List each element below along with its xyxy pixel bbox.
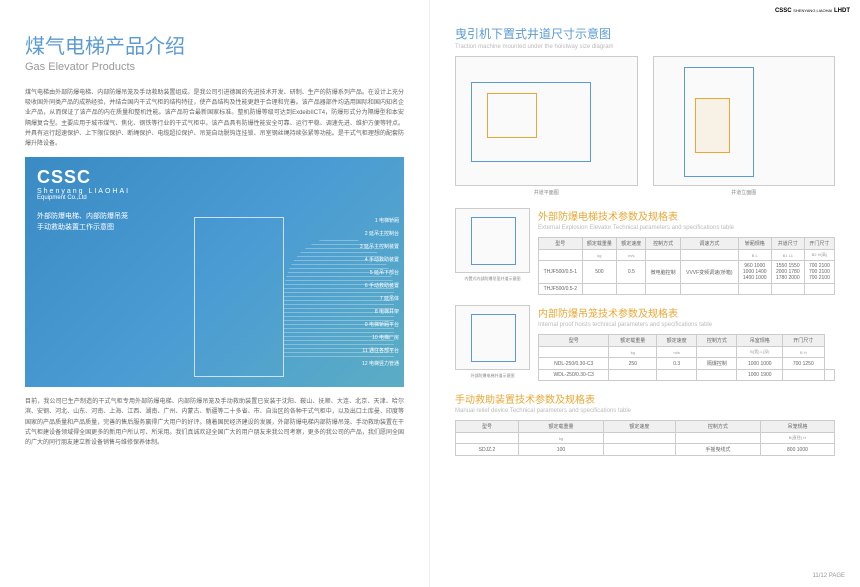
intro-paragraph-2: 目前，我公司已生产制造的干式气柜专用外部防爆电梯、内部防爆吊笼及手动救助装置已安… xyxy=(25,397,404,448)
section2: 内置式内部防爆吊笼井道示意图 外部防爆电梯技术参数及规格表 External E… xyxy=(455,208,835,295)
hero-subtitle: 外部防爆电梯、内部防爆吊笼 手动救助装置工作示意图 xyxy=(37,212,128,233)
brand-header: CSSC SHENYANG LIAOHAI LHDT xyxy=(775,8,850,14)
section2-title-cn: 外部防爆电梯技术参数及规格表 xyxy=(538,208,835,223)
hero-logo: CSSC Shenyang LIAOHAI Equipment Co.,Ltd xyxy=(37,167,130,201)
section4: 手动救助装置技术参数及规格表 Manual relief device Tech… xyxy=(455,391,835,456)
left-page: 煤气电梯产品介绍 Gas Elevator Products 煤气电梯由外部防爆… xyxy=(0,0,430,587)
section4-table: 型号额定载重量额定速度控制方式吊笼规格kgB(直径) HSDJZ.2100手摇曳… xyxy=(455,420,835,456)
section1-title-cn: 曳引机下置式井道尺寸示意图 xyxy=(455,25,835,42)
shaft-elevation-diagram xyxy=(653,56,836,186)
section3-title-en: Internal proof hoists technical paramete… xyxy=(538,322,835,328)
hero-illustration: CSSC Shenyang LIAOHAI Equipment Co.,Ltd … xyxy=(25,157,404,387)
section2-diagram xyxy=(455,208,530,273)
page-title-en: Gas Elevator Products xyxy=(25,61,404,73)
section3-diagram xyxy=(455,305,530,370)
section4-title-cn: 手动救助装置技术参数及规格表 xyxy=(455,391,835,406)
section4-title-en: Manual relief device Technical parameter… xyxy=(455,408,835,414)
intro-paragraph-1: 煤气电梯由外部防爆电梯、内部防爆吊笼及手动救助装置组成。是我公司引进德国的先进技… xyxy=(25,88,404,149)
page-title-cn: 煤气电梯产品介绍 xyxy=(25,30,404,59)
shaft-plan-diagram xyxy=(455,56,638,186)
right-page: CSSC SHENYANG LIAOHAI LHDT 曳引机下置式井道尺寸示意图… xyxy=(430,0,860,587)
section3-title-cn: 内部防爆吊笼技术参数及规格表 xyxy=(538,305,835,320)
section2-table: 型号额定载重量额定速度控制方式调速方式轿厢规格井道尺寸开门尺寸kgm/sB LB… xyxy=(538,237,835,295)
hero-diagram: 1 电梯轿厢2 延吊主控制台3 延吊主控制装置4 手动救助装置5 延吊下部台6 … xyxy=(194,217,394,377)
section3: 外部防爆电梯井道示意图 内部防爆吊笼技术参数及规格表 Internal proo… xyxy=(455,305,835,381)
page-footer: 11/12 PAGE xyxy=(813,573,845,579)
shaft-diagrams: 井道平面图 井道立面图 xyxy=(455,56,835,196)
section2-title-en: External Explosion Elevator Technical pa… xyxy=(538,225,835,231)
section1-title-en: Traction machine mounted under the hoist… xyxy=(455,44,835,50)
section3-table: 型号额定载重量额定速度控制方式吊室规格开门尺寸kgm/sB(宽) L(深)B H… xyxy=(538,334,835,381)
